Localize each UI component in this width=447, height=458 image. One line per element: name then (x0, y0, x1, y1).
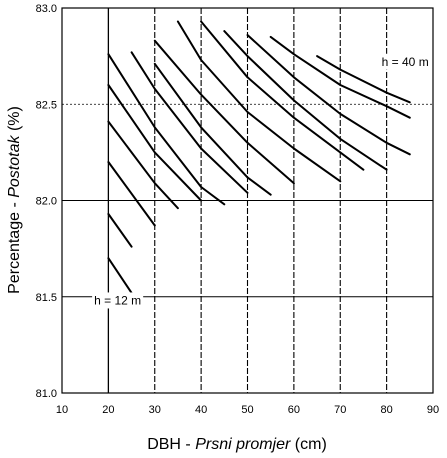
x-axis-title-italic: Prsni promjer (195, 436, 291, 453)
y-tick-label-82.0: 82.0 (36, 196, 57, 208)
annotation-background-1 (379, 53, 431, 70)
plot-frame (61, 7, 434, 394)
series-line-11 (200, 20, 365, 171)
series-line-13 (246, 34, 411, 156)
series-line-14 (269, 35, 411, 119)
x-axis-title: DBH - Prsni promjer (cm) (147, 436, 327, 453)
x-tick-label-30: 30 (149, 404, 161, 416)
x-tick-labels: 10 20 30 40 50 60 70 80 90 (56, 404, 439, 416)
grid (62, 8, 433, 393)
x-tick-label-80: 80 (381, 404, 393, 416)
series-line-5 (107, 84, 203, 202)
series-line-7 (130, 51, 249, 194)
y-tick-label-81.5: 81.5 (36, 292, 57, 304)
y-tick-label-83.0: 83.0 (36, 3, 57, 15)
series-group (107, 20, 411, 294)
y-axis-title-unit: (%) (6, 106, 23, 135)
x-axis-title-unit: (cm) (290, 436, 326, 453)
annotation-label-1: h = 40 m (382, 55, 429, 69)
y-axis-title: Percentage - Postotak (%) (6, 106, 23, 294)
x-tick-label-60: 60 (288, 404, 300, 416)
series-line-15 (316, 55, 411, 104)
series-line-8 (153, 62, 272, 196)
x-tick-label-20: 20 (102, 404, 114, 416)
series-line-12 (223, 30, 388, 171)
series-line-6 (107, 53, 226, 206)
x-axis-title-main: DBH - (147, 436, 195, 453)
y-tick-label-81.0: 81.0 (36, 388, 57, 400)
x-tick-label-70: 70 (334, 404, 346, 416)
x-tick-label-90: 90 (427, 404, 439, 416)
series-line-9 (153, 39, 295, 185)
y-axis-title-italic: Postotak (6, 135, 23, 198)
series-line-10 (176, 20, 342, 183)
y-tick-label-82.5: 82.5 (36, 99, 57, 111)
annotation-background-2 (92, 292, 144, 309)
y-axis-title-main: Percentage - (6, 198, 23, 294)
annotation-label-2: h = 12 m (94, 293, 141, 307)
series-line-2 (107, 213, 133, 248)
x-tick-label-50: 50 (241, 404, 253, 416)
x-tick-label-10: 10 (56, 404, 68, 416)
series-line-3 (107, 161, 156, 227)
series-line-4 (107, 120, 179, 210)
y-tick-labels: 81.0 81.5 82.0 82.5 83.0 (36, 3, 57, 400)
annotations: h = 40 m h = 12 m (92, 53, 431, 309)
series-line-1 (107, 257, 133, 294)
x-tick-label-40: 40 (195, 404, 207, 416)
